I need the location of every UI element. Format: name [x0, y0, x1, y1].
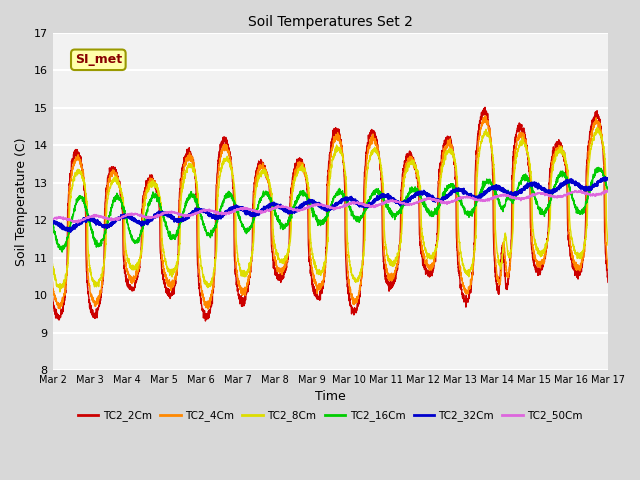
TC2_50Cm	[74, 220, 81, 226]
TC2_8Cm	[56, 289, 64, 295]
TC2_8Cm	[49, 261, 56, 267]
TC2_16Cm	[115, 194, 123, 200]
TC2_16Cm	[604, 187, 612, 192]
Line: TC2_16Cm: TC2_16Cm	[52, 168, 608, 252]
TC2_4Cm	[49, 279, 56, 285]
TC2_4Cm	[204, 306, 212, 312]
TC2_32Cm	[604, 177, 612, 182]
TC2_32Cm	[478, 193, 486, 199]
Legend: TC2_2Cm, TC2_4Cm, TC2_8Cm, TC2_16Cm, TC2_32Cm, TC2_50Cm: TC2_2Cm, TC2_4Cm, TC2_8Cm, TC2_16Cm, TC2…	[74, 406, 587, 426]
Line: TC2_32Cm: TC2_32Cm	[52, 178, 608, 232]
TC2_32Cm	[115, 215, 123, 220]
TC2_4Cm	[478, 124, 486, 130]
TC2_8Cm	[593, 125, 601, 131]
TC2_4Cm	[604, 265, 612, 271]
TC2_16Cm	[595, 165, 602, 170]
TC2_8Cm	[84, 229, 92, 235]
TC2_32Cm	[84, 217, 92, 223]
TC2_8Cm	[116, 182, 124, 188]
TC2_16Cm	[433, 210, 440, 216]
TC2_16Cm	[221, 195, 229, 201]
TC2_4Cm	[433, 243, 440, 249]
Text: SI_met: SI_met	[75, 53, 122, 66]
TC2_32Cm	[67, 229, 74, 235]
TC2_2Cm	[433, 244, 440, 250]
Title: Soil Temperatures Set 2: Soil Temperatures Set 2	[248, 15, 413, 29]
TC2_32Cm	[221, 210, 229, 216]
Line: TC2_50Cm: TC2_50Cm	[52, 191, 608, 223]
TC2_2Cm	[481, 105, 489, 110]
TC2_4Cm	[221, 143, 229, 148]
X-axis label: Time: Time	[315, 391, 346, 404]
TC2_4Cm	[115, 182, 122, 188]
TC2_50Cm	[116, 216, 124, 221]
TC2_2Cm	[49, 294, 56, 300]
TC2_50Cm	[603, 188, 611, 193]
TC2_8Cm	[604, 242, 612, 248]
TC2_4Cm	[115, 185, 123, 191]
TC2_50Cm	[433, 196, 440, 202]
TC2_50Cm	[115, 215, 123, 220]
TC2_8Cm	[115, 180, 123, 186]
TC2_32Cm	[433, 196, 440, 202]
TC2_2Cm	[604, 279, 612, 285]
TC2_16Cm	[58, 249, 66, 255]
Line: TC2_2Cm: TC2_2Cm	[52, 108, 608, 321]
TC2_16Cm	[84, 211, 92, 216]
TC2_8Cm	[433, 247, 440, 252]
TC2_32Cm	[602, 175, 609, 180]
TC2_8Cm	[478, 137, 486, 143]
TC2_16Cm	[478, 186, 486, 192]
TC2_2Cm	[84, 285, 92, 290]
TC2_2Cm	[115, 179, 123, 185]
TC2_2Cm	[221, 143, 229, 149]
Y-axis label: Soil Temperature (C): Soil Temperature (C)	[15, 137, 28, 266]
TC2_16Cm	[49, 222, 56, 228]
Line: TC2_8Cm: TC2_8Cm	[52, 128, 608, 292]
TC2_8Cm	[221, 158, 229, 164]
TC2_2Cm	[478, 114, 486, 120]
Line: TC2_4Cm: TC2_4Cm	[52, 116, 608, 309]
TC2_4Cm	[481, 113, 489, 119]
TC2_2Cm	[202, 318, 209, 324]
TC2_2Cm	[115, 177, 122, 183]
TC2_50Cm	[221, 211, 229, 217]
TC2_50Cm	[478, 198, 486, 204]
TC2_16Cm	[116, 196, 124, 202]
TC2_50Cm	[604, 188, 612, 193]
TC2_32Cm	[116, 216, 124, 221]
TC2_4Cm	[84, 265, 92, 271]
TC2_32Cm	[49, 217, 56, 223]
TC2_50Cm	[84, 216, 92, 221]
TC2_50Cm	[49, 216, 56, 222]
